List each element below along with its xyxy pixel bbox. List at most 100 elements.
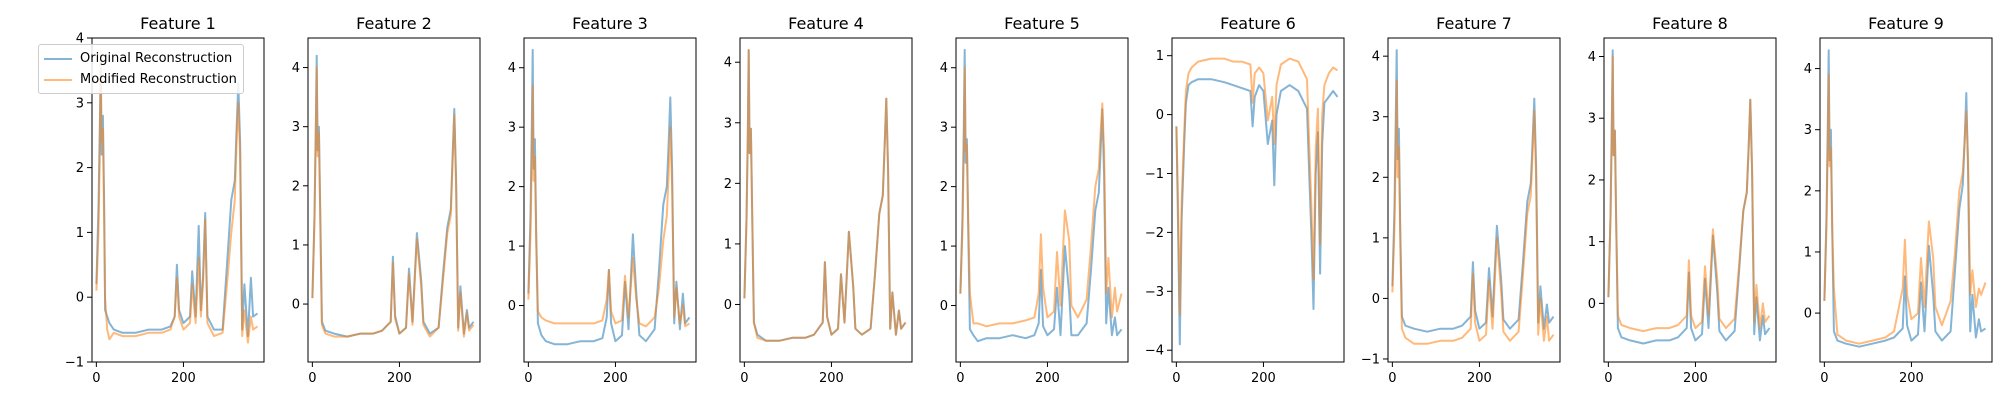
series-modified-line (1175, 57, 1339, 316)
x-tick-label: 200 (171, 371, 196, 386)
x-tick-label: 200 (603, 371, 628, 386)
y-tick-label: 4 (940, 61, 948, 76)
y-tick-label: 2 (76, 161, 84, 176)
legend-label-modified: Modified Reconstruction (80, 72, 237, 87)
series-modified-line (1391, 79, 1555, 345)
x-tick-label: 0 (308, 371, 316, 386)
y-tick-label: 0 (508, 299, 516, 314)
panel-title: Feature 1 (140, 14, 216, 33)
panel-8: Feature 8 0 200 0 1 2 3 4 (1588, 14, 1777, 386)
y-tick-label: 3 (1804, 123, 1812, 138)
x-tick-label: 0 (1172, 371, 1180, 386)
x-tick-label: 200 (1899, 371, 1924, 386)
y-tick-label: 0 (76, 291, 84, 306)
series-modified-line (311, 66, 475, 338)
x-tick-label: 0 (92, 371, 100, 386)
series-original-line (1823, 49, 1987, 348)
y-tick-label: 4 (724, 56, 732, 71)
y-tick-label: 1 (1156, 49, 1164, 64)
y-tick-label: 3 (724, 116, 732, 131)
panel-4: Feature 4 0 200 0 1 2 3 4 (724, 14, 913, 386)
series-original-line (743, 49, 907, 342)
y-tick-label: 3 (508, 121, 516, 136)
y-tick-label: 3 (76, 96, 84, 111)
y-tick-label: −4 (1145, 344, 1164, 359)
y-tick-label: 4 (292, 61, 300, 76)
y-tick-label: −2 (1145, 226, 1164, 241)
panel-5: Feature 5 0 200 0 1 2 3 4 (940, 14, 1129, 386)
series-modified-line (95, 50, 259, 344)
panel-frame (955, 37, 1129, 363)
y-tick-label: 0 (1804, 307, 1812, 322)
y-tick-label: 3 (940, 121, 948, 136)
legend-entry-original: Original Reconstruction (44, 48, 237, 69)
y-tick-label: 0 (1372, 292, 1380, 307)
x-tick-label: 0 (1820, 371, 1828, 386)
panel-frame (523, 37, 697, 363)
panel-frame (91, 37, 265, 363)
x-tick-label: 200 (1467, 371, 1492, 386)
panel-frame (739, 37, 913, 363)
panel-frame (1171, 37, 1345, 363)
x-tick-label: 0 (524, 371, 532, 386)
y-tick-label: 1 (724, 237, 732, 252)
x-tick-label: 200 (387, 371, 412, 386)
y-tick-label: 2 (1372, 171, 1380, 186)
y-tick-label: 3 (1588, 112, 1596, 127)
panel-frame (307, 37, 481, 363)
y-tick-label: 4 (508, 61, 516, 76)
panel-title: Feature 2 (356, 14, 432, 33)
panel-title: Feature 6 (1220, 14, 1296, 33)
y-tick-label: 4 (1804, 62, 1812, 77)
panel-6: Feature 6 0 200 −4 −3 −2 −1 0 1 (1145, 14, 1345, 386)
panel-frame (1819, 37, 1993, 363)
y-tick-label: 2 (1804, 184, 1812, 199)
y-tick-label: −3 (1145, 285, 1164, 300)
legend-swatch-original (44, 57, 72, 60)
series-original-line (311, 54, 475, 338)
x-tick-label: 0 (956, 371, 964, 386)
y-tick-label: 0 (940, 299, 948, 314)
panel-2: Feature 2 0 200 0 1 2 3 4 (292, 14, 481, 386)
series-modified-line (1823, 73, 1987, 345)
series-modified-line (527, 84, 691, 328)
series-modified-line (743, 49, 907, 342)
x-tick-label: 200 (1035, 371, 1060, 386)
legend-label-original: Original Reconstruction (80, 51, 233, 66)
y-tick-label: −1 (65, 356, 84, 371)
series-modified-line (1607, 55, 1771, 333)
x-tick-label: 200 (1683, 371, 1708, 386)
y-tick-label: 2 (724, 177, 732, 192)
y-tick-label: 2 (508, 180, 516, 195)
x-tick-label: 0 (1604, 371, 1612, 386)
y-tick-label: 1 (1372, 231, 1380, 246)
y-tick-label: 1 (292, 238, 300, 253)
x-tick-label: 200 (819, 371, 844, 386)
panel-title: Feature 8 (1652, 14, 1728, 33)
series-modified-line (959, 66, 1123, 328)
series-original-line (527, 48, 691, 346)
panel-title: Feature 4 (788, 14, 864, 33)
x-tick-label: 0 (740, 371, 748, 386)
y-tick-label: 1 (508, 240, 516, 255)
panel-3: Feature 3 0 200 0 1 2 3 4 (508, 14, 697, 386)
y-tick-label: 4 (1372, 50, 1380, 65)
series-original-line (1175, 78, 1339, 346)
y-tick-label: 1 (940, 240, 948, 255)
legend: Original Reconstruction Modified Reconst… (38, 44, 244, 94)
panel-title: Feature 5 (1004, 14, 1080, 33)
y-tick-label: −1 (1361, 352, 1380, 367)
y-tick-label: 1 (1804, 245, 1812, 260)
series-original-line (959, 48, 1123, 343)
panel-7: Feature 7 0 200 −1 0 1 2 3 4 (1361, 14, 1561, 386)
panel-title: Feature 9 (1868, 14, 1944, 33)
x-tick-label: 200 (1251, 371, 1276, 386)
y-tick-label: 3 (292, 120, 300, 135)
panel-frame (1603, 37, 1777, 363)
legend-swatch-modified (44, 78, 72, 81)
panel-9: Feature 9 0 200 0 1 2 3 4 (1804, 14, 1993, 386)
y-tick-label: 3 (1372, 110, 1380, 125)
y-tick-label: 2 (940, 180, 948, 195)
